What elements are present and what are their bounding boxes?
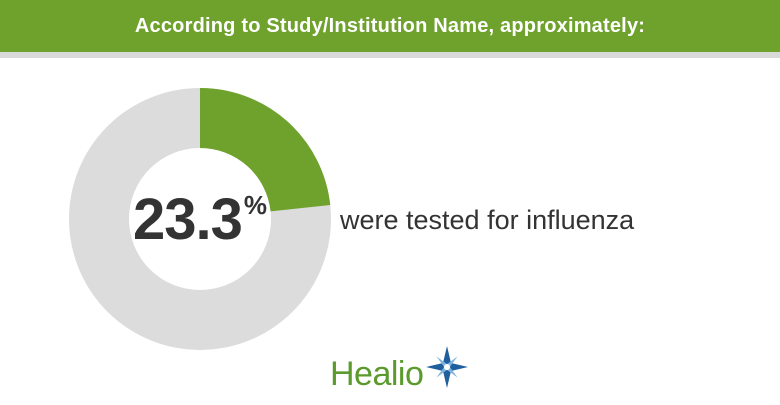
center-percentage: 23.3 % [80, 180, 320, 260]
slice-caption: were tested for influenza [340, 205, 635, 235]
healio-logo: Healio [330, 346, 470, 398]
healio-star-icon [426, 346, 468, 388]
header-banner: According to Study/Institution Name, app… [0, 0, 780, 52]
brand-name: Healio [330, 355, 424, 393]
banner-divider [0, 52, 780, 58]
percentage-value: 23.3 [132, 187, 243, 252]
banner-title: According to Study/Institution Name, app… [134, 14, 646, 37]
donut-value-slice [198, 88, 331, 213]
donut-chart [69, 88, 331, 350]
percentage-unit: % [243, 190, 267, 220]
